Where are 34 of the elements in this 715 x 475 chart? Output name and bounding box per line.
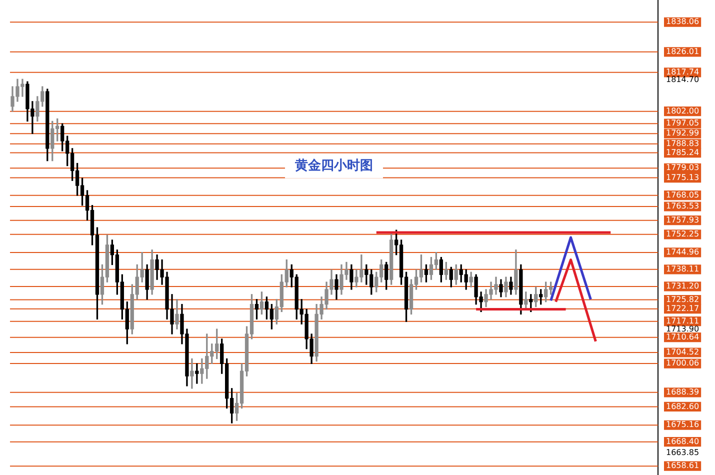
y-tick-label: 1658.61 (666, 461, 700, 470)
y-tick-label: 1802.00 (666, 106, 700, 116)
y-tick-label: 1731.20 (666, 282, 700, 291)
candlestick (195, 363, 199, 384)
y-tick-label: 1710.64 (666, 332, 700, 342)
y-tick-label: 1722.17 (666, 304, 700, 313)
y-tick-label: 1704.52 (666, 348, 700, 357)
y-tick-label: 1792.99 (666, 128, 700, 138)
y-tick-label: 1797.05 (666, 118, 700, 128)
y-tick-label: 1700.06 (666, 358, 700, 368)
text: 黄金四小时图 (294, 158, 373, 174)
y-tick-label: 1775.13 (666, 172, 700, 182)
y-tick-label: 1725.82 (666, 294, 700, 304)
y-tick-label: 1682.60 (666, 402, 700, 411)
y-tick-label: 1738.11 (666, 264, 700, 274)
y-tick-label: 1826.01 (666, 47, 700, 56)
y-tick-label: 1763.53 (666, 202, 700, 211)
y-tick-label: 1814.70 (666, 74, 700, 84)
y-tick-label: 1788.83 (666, 138, 700, 148)
y-tick-label: 1668.40 (666, 436, 700, 446)
y-tick-label: 1744.96 (666, 248, 700, 257)
y-tick-label: 1838.06 (666, 17, 700, 26)
y-tick-label: 1717.11 (666, 316, 700, 326)
y-tick-label: 1768.05 (666, 190, 700, 200)
y-tick-label: 1688.39 (666, 387, 700, 396)
candlestick (190, 358, 194, 389)
y-tick-label: 1779.03 (666, 163, 700, 172)
y-tick-label: 1752.25 (666, 229, 700, 238)
y-tick-label: 1817.74 (666, 67, 700, 76)
y-tick-label: 1713.90 (666, 324, 700, 334)
y-tick-label: 1785.24 (666, 148, 700, 157)
y-tick-label: 1663.85 (666, 448, 700, 458)
y-tick-label: 1757.93 (666, 215, 700, 224)
y-tick-label: 1675.16 (666, 420, 700, 430)
